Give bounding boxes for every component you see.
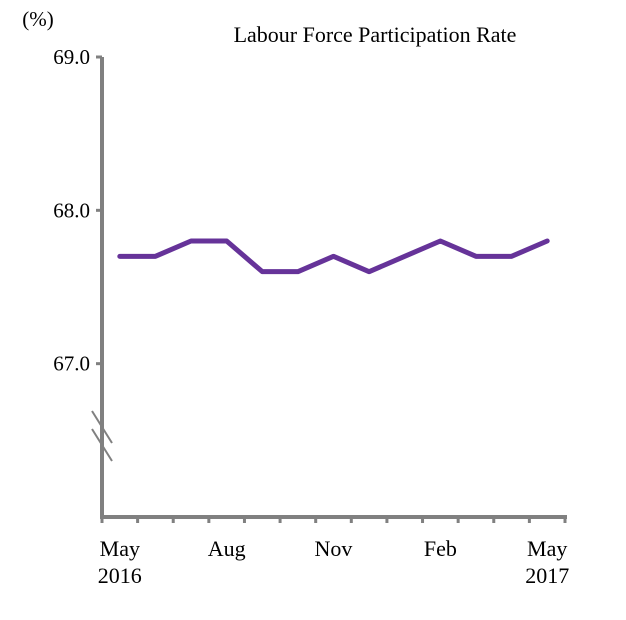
y-tick-label: 69.0 bbox=[53, 45, 90, 69]
y-tick-label: 68.0 bbox=[53, 198, 90, 222]
x-tick-label-year: 2016 bbox=[98, 563, 142, 588]
chart-title: Labour Force Participation Rate bbox=[234, 22, 517, 47]
x-tick-label: Aug bbox=[208, 536, 246, 561]
x-tick-label-year: 2017 bbox=[525, 563, 569, 588]
y-axis-unit-label: (%) bbox=[22, 7, 53, 31]
axes bbox=[92, 57, 567, 523]
x-tick-label: Nov bbox=[315, 536, 353, 561]
x-tick-label: May bbox=[100, 536, 140, 561]
y-tick-label: 67.0 bbox=[53, 352, 90, 376]
series-group bbox=[120, 241, 548, 272]
x-tick-label: Feb bbox=[424, 536, 457, 561]
x-tick-label: May bbox=[527, 536, 567, 561]
